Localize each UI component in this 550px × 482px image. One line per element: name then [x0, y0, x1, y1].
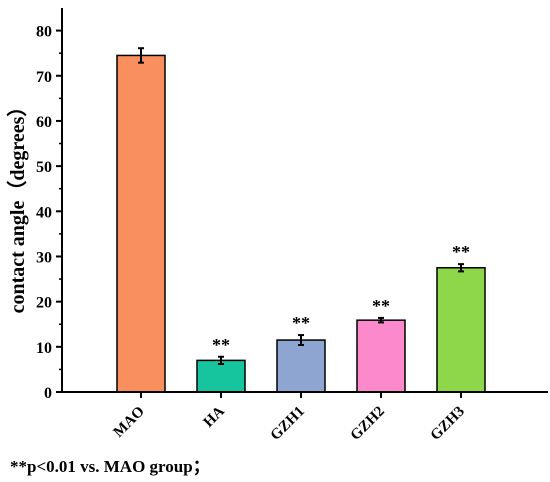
- x-tick-label: HA: [201, 403, 228, 430]
- y-axis-ticks: 0 10 20 30 40 50 60 70 80: [36, 24, 62, 402]
- y-tick-label: 20: [36, 295, 52, 312]
- significance-marker: **: [212, 335, 230, 355]
- significance-marker: **: [292, 313, 310, 333]
- error-bar: [298, 334, 304, 347]
- bar-mao: [116, 54, 166, 393]
- x-axis-tick-labels: MAO HA GZH1 GZH2 GZH3: [111, 392, 468, 444]
- y-axis-label: contact angle（degrees）: [6, 97, 29, 314]
- significance-marker: **: [372, 296, 390, 316]
- bar-ha: [196, 359, 246, 393]
- bar-gzh3: [436, 267, 486, 393]
- y-tick-label: 10: [36, 340, 52, 357]
- significance-marker: **: [452, 242, 470, 262]
- x-tick-label: GZH3: [428, 404, 468, 444]
- x-tick-label: MAO: [111, 404, 148, 441]
- y-tick-label: 50: [36, 159, 52, 176]
- bar-gzh1: [276, 339, 326, 393]
- bar-gzh2: [356, 319, 406, 393]
- error-bar: [378, 316, 384, 324]
- y-tick-label: 40: [36, 204, 52, 221]
- significance-footnote: **p<0.01 vs. MAO group；: [10, 457, 210, 476]
- y-tick-label: 80: [36, 24, 52, 41]
- y-tick-label: 0: [44, 385, 52, 402]
- error-bar: [218, 355, 224, 365]
- y-tick-label: 60: [36, 114, 52, 131]
- y-tick-label: 70: [36, 69, 52, 86]
- error-bar: [138, 47, 144, 64]
- y-tick-label: 30: [36, 249, 52, 266]
- bars: ** ** ** **: [116, 47, 486, 393]
- error-bar: [458, 263, 464, 273]
- x-tick-label: GZH2: [348, 404, 388, 444]
- x-tick-label: GZH1: [268, 404, 308, 444]
